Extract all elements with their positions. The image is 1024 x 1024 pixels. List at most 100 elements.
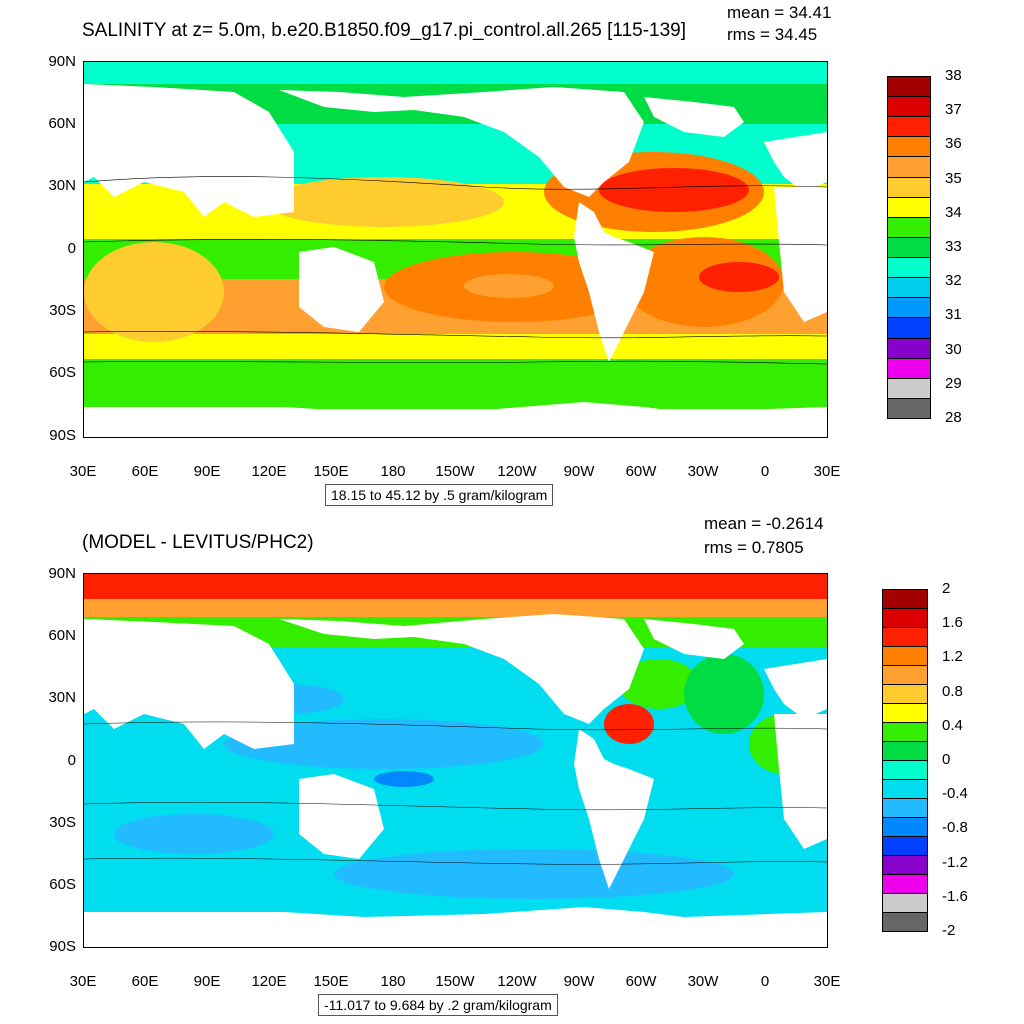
difference-title: (MODEL - LEVITUS/PHC2) [82, 532, 314, 553]
colorbar-label: -0.8 [942, 819, 968, 837]
lon-label: 180 [380, 463, 406, 480]
colorbar-cell [887, 156, 931, 178]
lon-label: 150W [435, 973, 475, 990]
colorbar-label: 34 [945, 203, 962, 221]
colorbar-cell [882, 722, 928, 742]
colorbar-cell [887, 176, 931, 198]
colorbar-cell [882, 874, 928, 894]
difference-map [83, 573, 828, 948]
colorbar-label: -1.2 [942, 853, 968, 871]
lon-label: 120E [251, 463, 287, 480]
lon-label: 30W [687, 973, 719, 990]
salinity-mean: mean = 34.41 [727, 3, 832, 22]
lon-label: 120E [251, 973, 287, 990]
colorbar-label: 0.4 [942, 716, 963, 734]
colorbar-cell [887, 216, 931, 238]
lon-label: 120W [497, 973, 537, 990]
lon-label: 30E [69, 463, 97, 480]
salinity-rms: rms = 34.45 [727, 25, 818, 44]
lon-label: 0 [760, 463, 770, 480]
lat-label-90s: 90S [49, 427, 76, 444]
lon-label: 90E [193, 973, 221, 990]
lat-label-30s: 30S [49, 814, 76, 831]
colorbar-label: 30 [945, 340, 962, 358]
difference-mean: mean = -0.2614 [704, 514, 824, 533]
colorbar-cell [882, 760, 928, 780]
colorbar-cell [882, 608, 928, 628]
colorbar-cell [882, 836, 928, 856]
lon-label: 30W [687, 463, 719, 480]
colorbar-cell [882, 912, 928, 932]
colorbar-cell [882, 627, 928, 647]
colorbar-cell [887, 76, 931, 98]
lon-label: 180 [380, 973, 406, 990]
lon-label: 60E [131, 463, 159, 480]
colorbar-cell [882, 703, 928, 723]
colorbar-cell [882, 589, 928, 609]
lat-label-30n: 30N [48, 177, 76, 194]
lat-label-0: 0 [67, 240, 76, 257]
colorbar-cell [887, 116, 931, 138]
colorbar-cell [887, 96, 931, 118]
colorbar-cell [887, 337, 931, 359]
lon-label: 150W [435, 463, 475, 480]
colorbar-cell [887, 297, 931, 319]
lon-label: 150E [313, 463, 349, 480]
colorbar-label: 32 [945, 272, 962, 290]
colorbar-label: 31 [945, 306, 962, 324]
colorbar-cell [882, 684, 928, 704]
colorbar-cell [882, 798, 928, 818]
lat-label-60n: 60N [48, 115, 76, 132]
colorbar-label: 1.6 [942, 614, 963, 632]
lat-label-90n: 90N [48, 565, 76, 582]
colorbar-label: 2 [942, 580, 951, 597]
difference-rms: rms = 0.7805 [704, 538, 804, 557]
colorbar-label: 33 [945, 238, 962, 255]
colorbar-label: 0.8 [942, 682, 963, 700]
lon-label: 30E [813, 463, 841, 480]
lon-label: 60W [625, 463, 657, 480]
colorbar-cell [887, 277, 931, 299]
lon-label: 90W [563, 463, 595, 480]
colorbar-cell [882, 779, 928, 799]
colorbar-label: 36 [945, 135, 962, 153]
salinity-title: SALINITY at z= 5.0m, b.e20.B1850.f09_g17… [82, 20, 687, 41]
lon-label: 90E [193, 463, 221, 480]
colorbar-label: -0.4 [942, 785, 968, 803]
colorbar-label: -1.6 [942, 887, 968, 905]
colorbar-label: 28 [945, 409, 962, 426]
colorbar-label: 29 [945, 374, 962, 392]
lon-label: 30E [813, 973, 841, 990]
lon-label: 0 [760, 973, 770, 990]
lon-label: 30E [69, 973, 97, 990]
lon-label: 60W [625, 973, 657, 990]
lon-label: 60E [131, 973, 159, 990]
colorbar-label: -2 [942, 922, 956, 939]
salinity-panel: SALINITY at z= 5.0m, b.e20.B1850.f09_g17… [48, 3, 962, 506]
difference-colorbar: 2 1.6 1.2 0.8 0.4 0 -0.4 -0.8 -1.2 -1.6 -2 [882, 580, 968, 939]
lat-label-90s: 90S [49, 938, 76, 955]
colorbar-cell [887, 397, 931, 419]
lat-label-60n: 60N [48, 627, 76, 644]
colorbar-cell [882, 893, 928, 913]
colorbar-label: 35 [945, 169, 962, 187]
lat-label-60s: 60S [49, 364, 76, 381]
salinity-map [83, 61, 828, 438]
colorbar-cell [887, 196, 931, 218]
lon-label: 120W [497, 463, 537, 480]
colorbar-cell [887, 357, 931, 379]
difference-map-field [84, 574, 827, 947]
colorbar-label: 0 [942, 751, 951, 768]
salinity-colorbar: 38 37 36 35 34 33 32 31 30 29 28 [887, 67, 962, 426]
colorbar-cell [882, 817, 928, 837]
colorbar-cell [882, 855, 928, 875]
salinity-range-label: 18.15 to 45.12 by .5 gram/kilogram [325, 484, 554, 506]
lon-label: 150E [313, 973, 349, 990]
colorbar-label: 37 [945, 101, 962, 119]
colorbar-cell [887, 136, 931, 158]
lat-label-30n: 30N [48, 689, 76, 706]
colorbar-cell [887, 317, 931, 339]
lat-label-30s: 30S [49, 302, 76, 319]
lon-label: 90W [563, 973, 595, 990]
colorbar-cell [882, 665, 928, 685]
